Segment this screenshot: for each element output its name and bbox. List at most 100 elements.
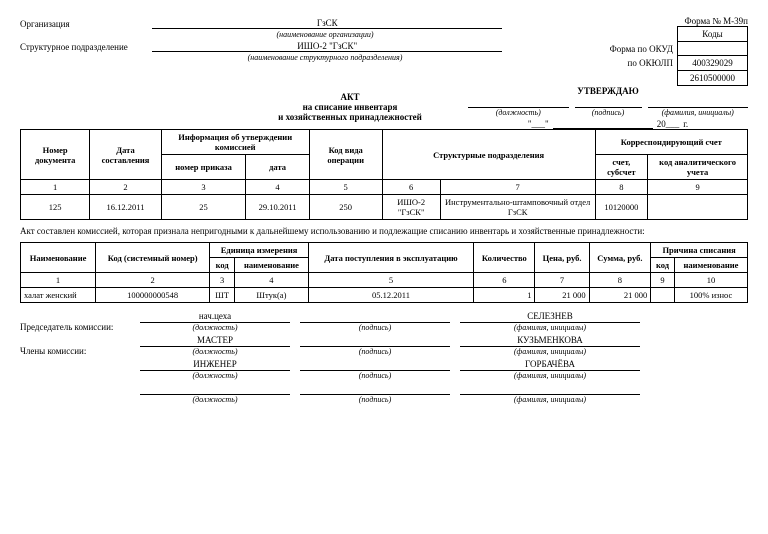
t1-idx: 5 <box>309 180 382 195</box>
approve-title: УТВЕРЖДАЮ <box>468 86 748 96</box>
t1-idx: 3 <box>161 180 246 195</box>
sign-hint-sign: (подпись) <box>300 323 450 332</box>
approve-year: 20___ <box>657 119 680 129</box>
sign-sig <box>300 311 450 323</box>
codes-table: Коды Форма по ОКУД по ОКЮЛП400329029 261… <box>604 26 748 86</box>
org-label: Организация <box>20 19 150 29</box>
form-number: Форма № М-39п <box>604 16 748 26</box>
t2-h-sum: Сумма, руб. <box>589 243 651 273</box>
t2-qty: 1 <box>474 288 535 303</box>
t1-idx: 2 <box>90 180 161 195</box>
t1-code <box>648 195 748 220</box>
sign-sig <box>300 335 450 347</box>
t1-h-info: Информация об утверждении комиссией <box>161 130 309 155</box>
t2-h-reason-name: наименование <box>674 258 747 273</box>
sign-hint-sign: (подпись) <box>300 371 450 380</box>
t2-idx: 6 <box>474 273 535 288</box>
okulp-label: по ОКЮЛП <box>604 56 678 71</box>
approve-sign-slot <box>575 98 642 108</box>
akt-title: АКТ <box>200 92 500 102</box>
t1-op: 250 <box>309 195 382 220</box>
approve-pos-hint: (должность) <box>468 108 569 117</box>
t2-h-qty: Количество <box>474 243 535 273</box>
t2-h-name: Наименование <box>21 243 96 273</box>
sign-sig <box>300 359 450 371</box>
approve-name-slot <box>648 98 749 108</box>
t1-doc: 125 <box>21 195 90 220</box>
org-hint: (наименование организации) <box>150 30 500 39</box>
sign-hint-name: (фамилия, инициалы) <box>460 395 640 404</box>
t2-ucode: ШТ <box>210 288 235 303</box>
sign-hint-pos: (должность) <box>140 395 290 404</box>
t2-h-unit: Единица измерения <box>210 243 309 258</box>
approve-sign-hint: (подпись) <box>575 108 642 117</box>
signatures-block: Председатель комиссии: нач.цеха(должност… <box>20 311 748 404</box>
t1-h-corr-acc: счет, субсчет <box>595 155 648 180</box>
t2-idx: 1 <box>21 273 96 288</box>
sign-pos: МАСТЕР <box>140 335 290 347</box>
codes-header: Коды <box>678 27 748 42</box>
t1-orddate: 29.10.2011 <box>246 195 309 220</box>
t2-idx: 2 <box>96 273 210 288</box>
approve-quote: "___" <box>528 119 549 129</box>
okulp-code: 400329029 <box>678 56 748 71</box>
codes-block: Форма № М-39п Коды Форма по ОКУД по ОКЮЛ… <box>604 16 748 86</box>
t1-h-corr-code: код аналитического учета <box>648 155 748 180</box>
approve-pos-slot <box>468 98 569 108</box>
chair-label: Председатель комиссии: <box>20 322 130 332</box>
t1-h-corr: Корреспондирующий счет <box>595 130 747 155</box>
t1-h-op: Код вида операции <box>309 130 382 180</box>
t2-h-code: Код (системный номер) <box>96 243 210 273</box>
header-table: Номер документа Дата составления Информа… <box>20 129 748 220</box>
sign-name: ГОРБАЧЁВА <box>460 359 640 371</box>
t1-idx: 6 <box>382 180 440 195</box>
t2-h-reason: Причина списания <box>651 243 748 258</box>
sign-name: СЕЛЕЗНЕВ <box>460 311 640 323</box>
approve-name-hint: (фамилия, инициалы) <box>648 108 749 117</box>
t1-struct1: ИШО-2 "ГзСК" <box>382 195 440 220</box>
t1-h-info-num: номер приказа <box>161 155 246 180</box>
approve-block: УТВЕРЖДАЮ (должность) (подпись) (фамилия… <box>468 86 748 129</box>
sign-sig <box>300 383 450 395</box>
narrative-text: Акт составлен комиссией, которая признал… <box>20 226 748 236</box>
t2-rcode <box>651 288 675 303</box>
t2-idx: 9 <box>651 273 675 288</box>
items-table: Наименование Код (системный номер) Едини… <box>20 242 748 303</box>
t1-idx: 4 <box>246 180 309 195</box>
members-label: Члены комиссии: <box>20 346 130 356</box>
sign-pos: ИНЖЕНЕР <box>140 359 290 371</box>
t2-recv: 05.12.2011 <box>308 288 473 303</box>
sign-hint-pos: (должность) <box>140 323 290 332</box>
approve-year-suffix: г. <box>683 119 688 129</box>
t2-h-unit-code: код <box>210 258 235 273</box>
t1-h-struct: Структурные подразделения <box>382 130 595 180</box>
t1-idx: 1 <box>21 180 90 195</box>
t2-h-unit-name: наименование <box>235 258 309 273</box>
t1-struct2: Инструментально-штамповочный отдел ГзСК <box>440 195 595 220</box>
t1-acc: 10120000 <box>595 195 648 220</box>
t1-ordnum: 25 <box>161 195 246 220</box>
sign-hint-name: (фамилия, инициалы) <box>460 323 640 332</box>
t2-h-reason-code: код <box>651 258 675 273</box>
okud-label: Форма по ОКУД <box>604 42 678 56</box>
approve-month-slot <box>553 119 653 129</box>
sign-pos: нач.цеха <box>140 311 290 323</box>
akt-sub1: на списание инвентаря <box>200 102 500 112</box>
t1-idx: 8 <box>595 180 648 195</box>
sign-name <box>460 383 640 395</box>
sign-hint-sign: (подпись) <box>300 395 450 404</box>
sign-pos <box>140 383 290 395</box>
t2-idx: 7 <box>535 273 589 288</box>
t2-code: 100000000548 <box>96 288 210 303</box>
sign-hint-pos: (должность) <box>140 347 290 356</box>
t2-h-recv: Дата поступления в эксплуатацию <box>308 243 473 273</box>
t1-h-info-date: дата <box>246 155 309 180</box>
okud-code <box>678 42 748 56</box>
struct-value: ИШО-2 "ГзСК" <box>152 41 502 52</box>
sign-name: КУЗЬМЕНКОВА <box>460 335 640 347</box>
struct-hint: (наименование структурного подразделения… <box>150 53 500 62</box>
t2-name: халат женский <box>21 288 96 303</box>
t2-rname: 100% износ <box>674 288 747 303</box>
sign-hint-pos: (должность) <box>140 371 290 380</box>
t1-h-doc: Номер документа <box>21 130 90 180</box>
